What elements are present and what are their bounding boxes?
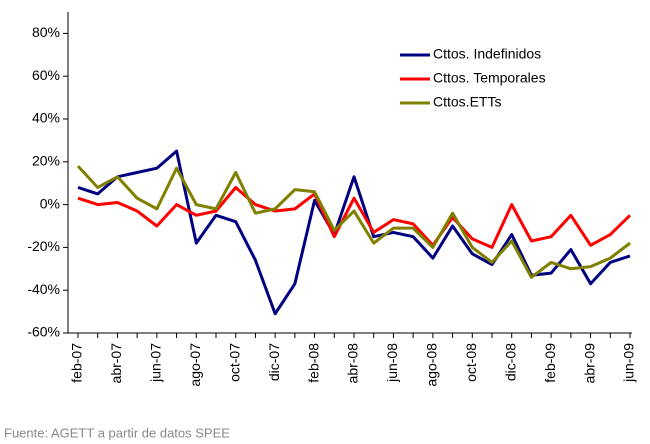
y-tick-label: 0% — [40, 195, 60, 211]
x-tick-label: feb-09 — [542, 343, 558, 383]
x-tick-label: oct-08 — [463, 343, 479, 382]
x-tick-label: abr-08 — [345, 343, 361, 384]
series-line — [77, 185, 632, 249]
y-tick-label: 60% — [32, 67, 60, 83]
x-tick-label: ago-08 — [424, 343, 440, 387]
x-tick-label: jun-09 — [621, 343, 637, 383]
series-line — [76, 165, 631, 279]
legend-label: Cttos.ETTs — [433, 94, 501, 110]
y-tick-label: -40% — [27, 281, 60, 297]
x-tick-label: abr-07 — [108, 343, 124, 384]
x-tick-label: dic-07 — [266, 343, 282, 381]
series-line — [77, 149, 631, 316]
y-tick-label: -20% — [27, 238, 60, 254]
y-tick-label: 20% — [32, 153, 60, 169]
y-tick-label: 40% — [32, 110, 60, 126]
legend-label: Cttos. Temporales — [433, 70, 546, 86]
x-tick-label: abr-09 — [581, 343, 597, 384]
x-tick-label: jun-08 — [384, 343, 400, 383]
y-tick-label: 80% — [32, 24, 60, 40]
x-tick-label: dic-08 — [502, 343, 518, 381]
legend-label: Cttos. Indefinidos — [433, 46, 541, 62]
x-tick-label: jun-07 — [148, 343, 164, 383]
x-tick-label: oct-07 — [226, 343, 242, 382]
x-tick-label: feb-07 — [69, 343, 85, 383]
x-tick-label: feb-08 — [305, 343, 321, 383]
y-tick-label: -60% — [27, 324, 60, 340]
x-tick-label: ago-07 — [187, 343, 203, 387]
source-note: Fuente: AGETT a partir de datos SPEE — [4, 425, 230, 440]
